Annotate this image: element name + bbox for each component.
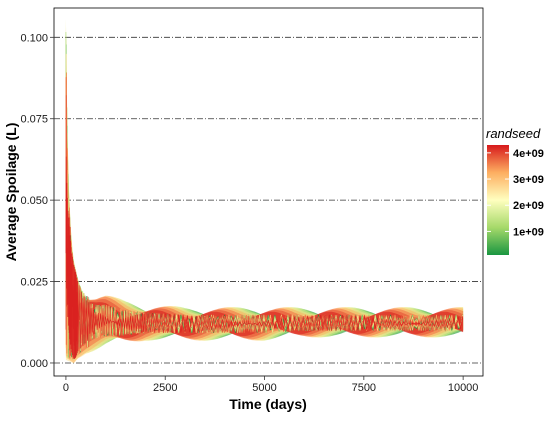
series-line-7 <box>65 95 464 359</box>
series-line-4 <box>65 53 464 361</box>
legend-tick-label-1: 2e+09 <box>513 200 544 212</box>
series-line-2 <box>65 31 464 358</box>
x-tick-label-2: 5000 <box>252 382 276 394</box>
x-tick-label-1: 2500 <box>153 382 177 394</box>
x-axis: 0 2500 5000 7500 10000 <box>63 376 479 394</box>
series-line-6 <box>65 72 464 360</box>
legend-title: randseed <box>486 126 541 141</box>
y-tick-label-4: 0.100 <box>20 32 48 44</box>
legend-ticks: 1e+09 2e+09 3e+09 4e+09 <box>487 148 544 238</box>
legend-tick-label-3: 4e+09 <box>513 148 544 160</box>
series-lines <box>65 31 464 361</box>
series-line-8 <box>65 156 464 360</box>
grid-lines <box>54 36 483 364</box>
x-tick-label-4: 10000 <box>448 382 479 394</box>
legend-colorbar <box>487 145 509 255</box>
y-tick-label-2: 0.050 <box>20 195 48 207</box>
legend-tick-label-0: 1e+09 <box>513 226 544 238</box>
y-axis: 0.000 0.025 0.050 0.075 0.100 <box>20 32 54 370</box>
y-tick-label-1: 0.025 <box>20 277 48 289</box>
x-tick-label-3: 7500 <box>352 382 376 394</box>
y-tick-label-0: 0.000 <box>20 358 48 370</box>
y-tick-label-3: 0.075 <box>20 114 48 126</box>
color-legend: randseed 1e+09 2e+09 3e+09 4e+09 <box>486 126 544 255</box>
x-axis-title: Time (days) <box>229 396 307 412</box>
x-tick-label-0: 0 <box>63 382 69 394</box>
legend-tick-label-2: 3e+09 <box>513 174 544 186</box>
series-line-5 <box>65 113 464 359</box>
y-axis-title: Average Spoilage (L) <box>3 123 19 262</box>
